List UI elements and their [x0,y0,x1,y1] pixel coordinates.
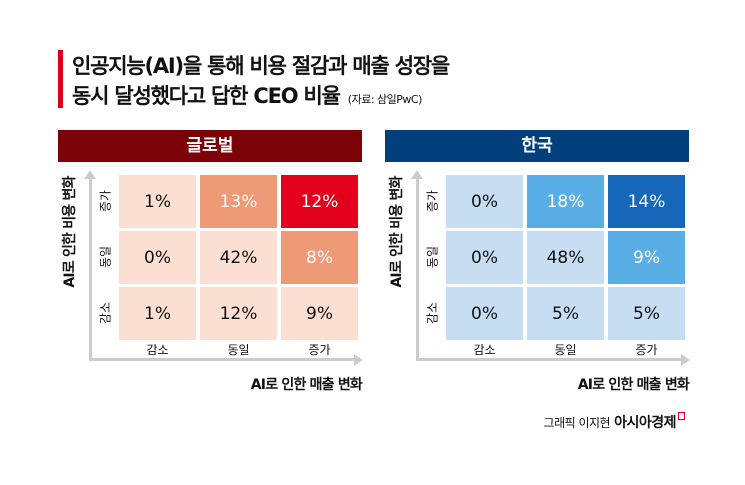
panel-header: 한국 [385,130,689,162]
row-label: 증가 [425,189,440,213]
heatmap-cell: 48% [527,231,604,284]
heatmap-cell: 1% [119,287,196,340]
row-label: 감소 [425,301,440,325]
heatmap-cell: 5% [527,287,604,340]
heatmap-cell: 9% [281,287,358,340]
x-axis-line [89,358,355,361]
column-label: 동일 [227,343,250,357]
heatmap-cell: 8% [281,231,358,284]
heatmap-cell: 1% [119,175,196,228]
global-panel: 글로벌 AI로 인한 비용 변화 AI로 인한 매출 변화 1% 13% 12% 0% 42%… [58,130,363,393]
row-label: 동일 [98,245,113,269]
title-accent-bar [58,50,63,108]
heatmap-cell: 0% [119,231,196,284]
row-label: 감소 [98,301,113,325]
y-axis-label: AI로 인한 비용 변화 [389,176,405,288]
credit: 그래픽 이지현 아시아경제 [544,412,685,432]
heatmap-cell: 9% [608,231,685,284]
y-axis-line [89,176,92,360]
brand-logo: 아시아경제 [614,415,676,431]
heatmap-cell: 12% [200,287,277,340]
credit-text: 그래픽 이지현 [543,416,611,430]
heatmap-cell: 5% [608,287,685,340]
x-axis-line [416,358,682,361]
heatmap-cell: 0% [446,175,523,228]
title-line-2: 동시 달성했다고 답한 CEO 비율 (자료: 삼일PwC) [72,80,422,110]
heatmap-cell: 12% [281,175,358,228]
panel-header: 글로벌 [58,130,362,162]
row-label: 증가 [98,189,113,213]
title-line-1: 인공지능(AI)을 통해 비용 절감과 매출 성장을 [72,54,450,78]
heatmap-cell: 0% [446,287,523,340]
heatmap-cell: 13% [200,175,277,228]
y-axis-arrow-icon [84,170,96,179]
row-label: 동일 [425,245,440,269]
heatmap-cell: 18% [527,175,604,228]
korea-panel: 한국 AI로 인한 비용 변화 AI로 인한 매출 변화 0% 18% 14% 0% 48% 9… [385,130,690,393]
column-label: 감소 [146,343,169,357]
title-line-2-text: 동시 달성했다고 답한 CEO 비율 [72,84,341,108]
heatmap-grid: 1% 13% 12% 0% 42% 8% 1% 12% 9% [119,175,359,342]
heatmap-cell: 0% [446,231,523,284]
heatmap-cell: 42% [200,231,277,284]
heatmap-grid: 0% 18% 14% 0% 48% 9% 0% 5% 5% [446,175,686,342]
y-axis-label: AI로 인한 비용 변화 [62,176,78,288]
column-label: 증가 [635,343,658,357]
column-label: 증가 [308,343,331,357]
column-label: 동일 [554,343,577,357]
heatmap-cell: 14% [608,175,685,228]
y-axis-line [416,176,419,360]
brand-mark-icon [678,412,685,420]
x-axis-arrow-icon [354,354,363,366]
x-axis-arrow-icon [681,354,690,366]
source: (자료: 삼일PwC) [347,93,423,106]
y-axis-arrow-icon [411,170,423,179]
x-axis-label: AI로 인한 매출 변화 [250,377,363,393]
x-axis-label: AI로 인한 매출 변화 [577,377,690,393]
column-label: 감소 [473,343,496,357]
